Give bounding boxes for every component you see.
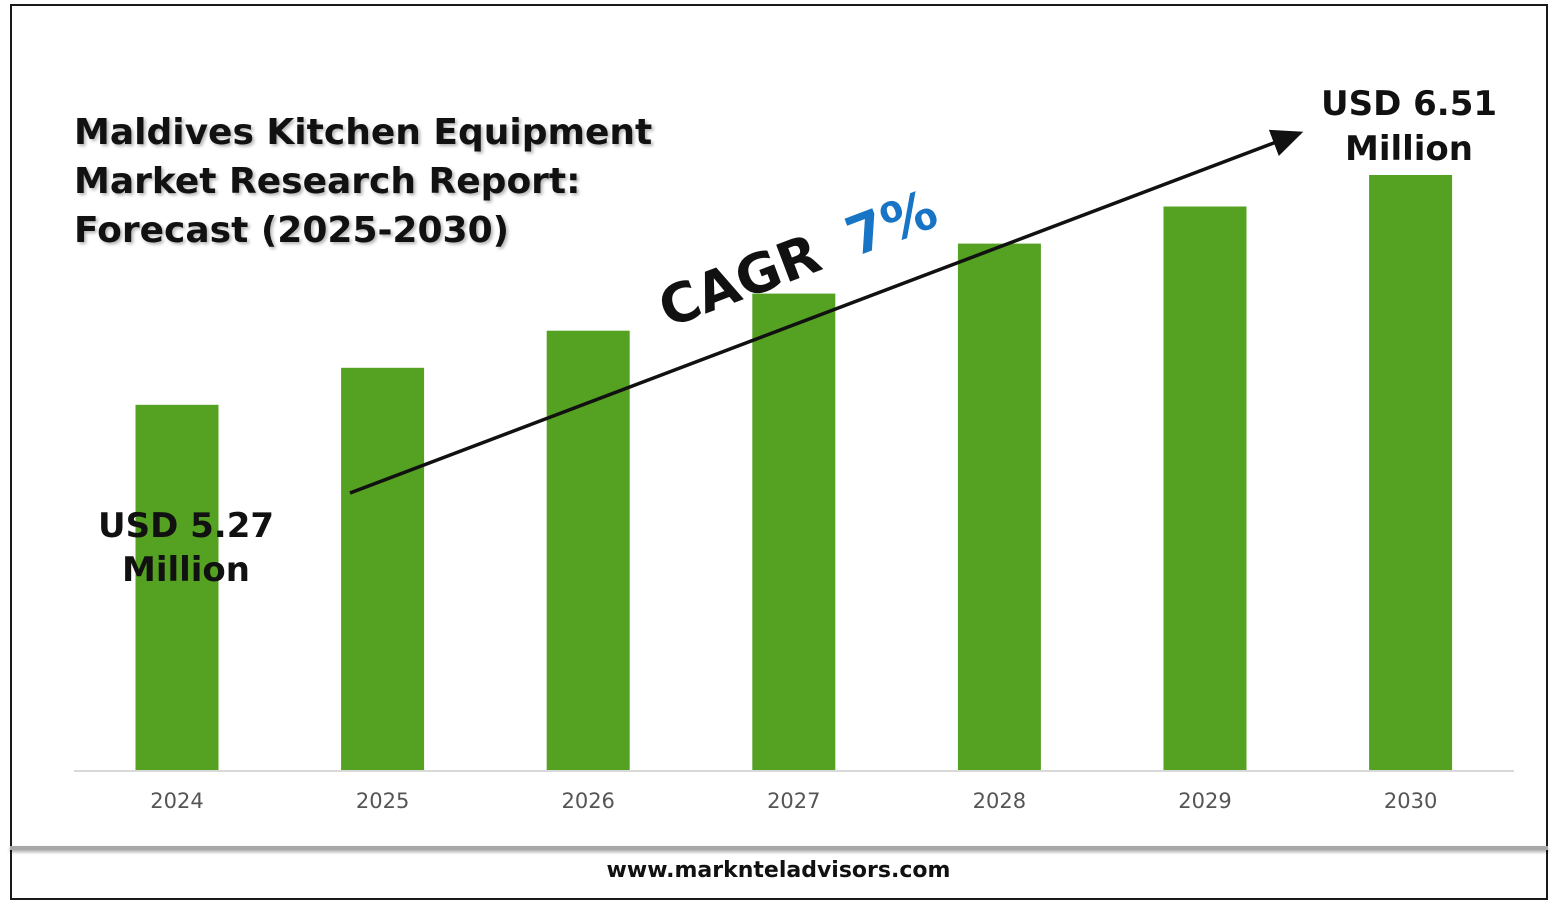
bar-2026 bbox=[546, 330, 630, 770]
x-tick-labels: 2024 2025 2026 2027 2028 2029 2030 bbox=[150, 789, 1437, 813]
bars-group bbox=[135, 175, 1453, 771]
x-tick-2026: 2026 bbox=[561, 789, 614, 813]
x-tick-2025: 2025 bbox=[356, 789, 409, 813]
start-value-label-line-2: Million bbox=[122, 550, 250, 590]
title-line-2: Market Research Report: bbox=[74, 161, 581, 202]
end-value-label-line-1: USD 6.51 bbox=[1321, 84, 1497, 124]
x-tick-2028: 2028 bbox=[973, 789, 1026, 813]
bar-2030 bbox=[1369, 175, 1453, 770]
x-tick-2027: 2027 bbox=[767, 789, 820, 813]
x-tick-2024: 2024 bbox=[150, 789, 203, 813]
start-value-label-line-1: USD 5.27 bbox=[98, 506, 274, 546]
bar-2029 bbox=[1163, 206, 1247, 770]
x-tick-2029: 2029 bbox=[1178, 789, 1231, 813]
bar-2027 bbox=[752, 293, 836, 770]
chart-title: Maldives Kitchen Equipment Market Resear… bbox=[74, 108, 694, 255]
bar-2025 bbox=[341, 367, 425, 770]
trend-arrow bbox=[349, 129, 1304, 495]
cagr-value: 7% bbox=[837, 178, 945, 269]
end-value-label-line-2: Million bbox=[1345, 129, 1473, 169]
title-line-1: Maldives Kitchen Equipment bbox=[74, 112, 653, 153]
footer-divider bbox=[10, 846, 1548, 850]
title-line-3: Forecast (2025-2030) bbox=[74, 210, 510, 251]
bar-2024 bbox=[135, 404, 219, 770]
bar-2028 bbox=[957, 243, 1041, 771]
footer-url: www.marknteladvisors.com bbox=[606, 858, 951, 883]
x-tick-2030: 2030 bbox=[1384, 789, 1437, 813]
